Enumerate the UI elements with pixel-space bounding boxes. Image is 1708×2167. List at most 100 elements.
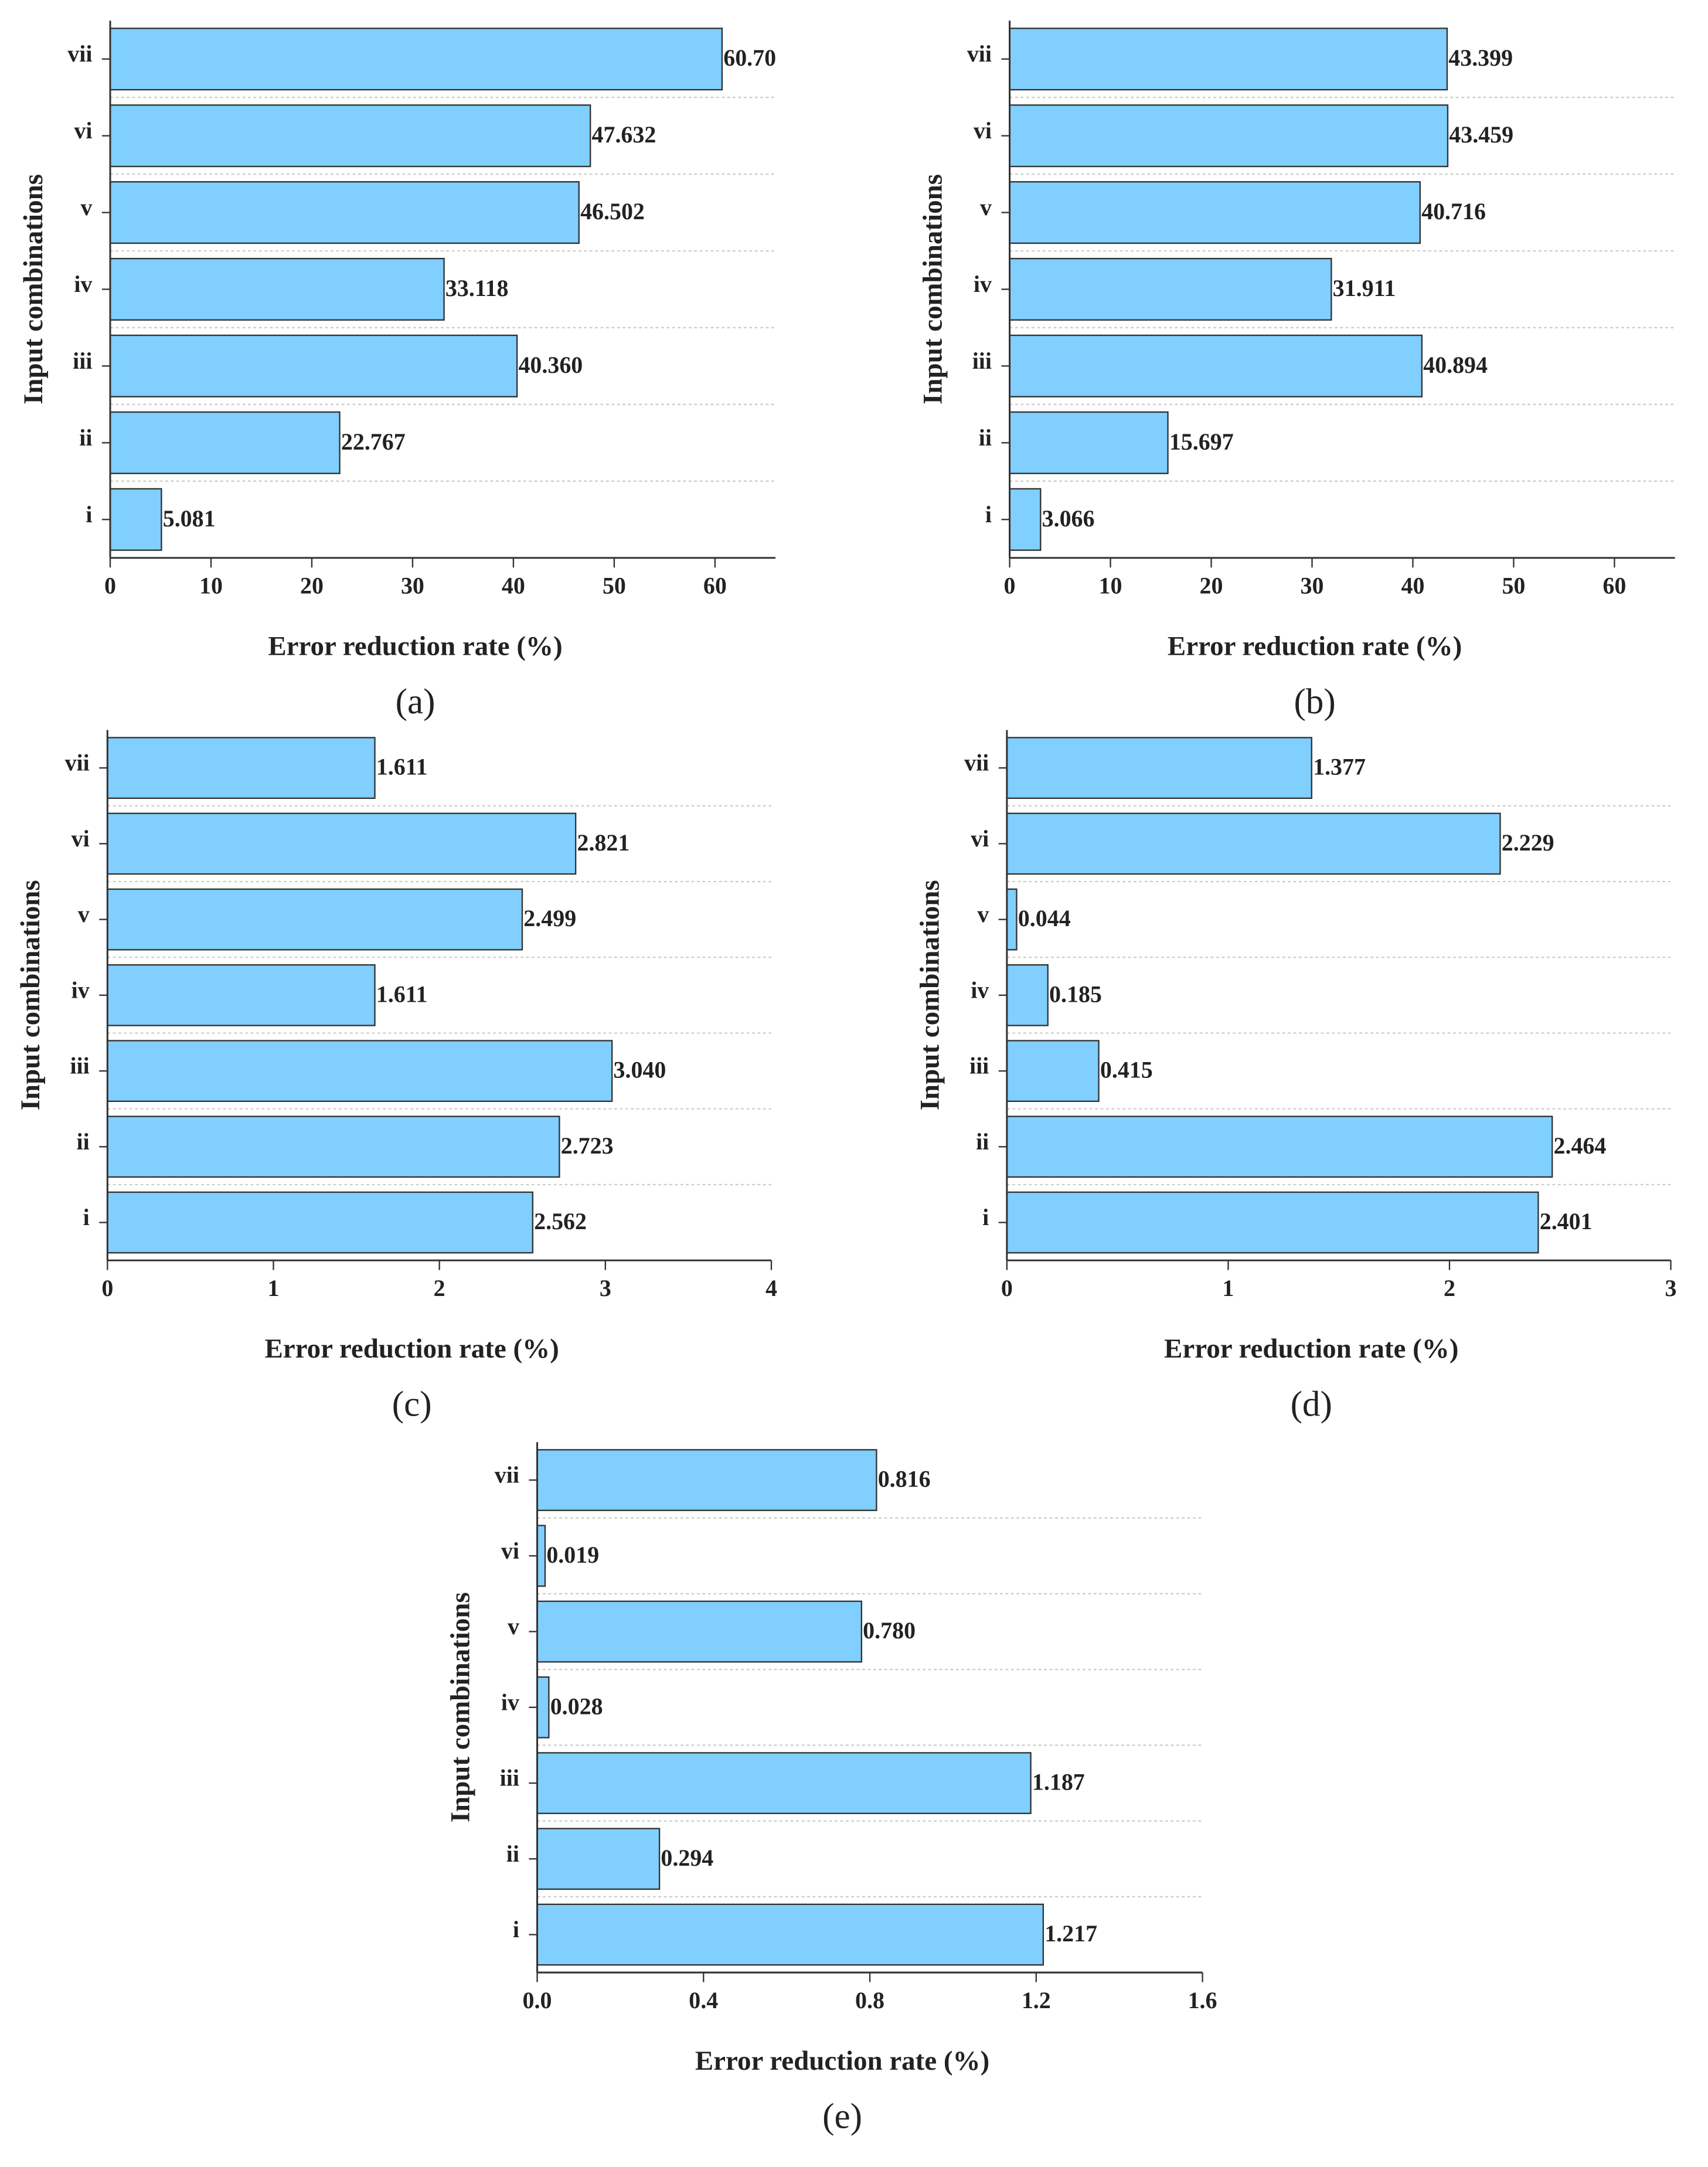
value-label: 2.464 bbox=[1554, 1132, 1607, 1159]
panel: 5.081 i 22.767 ii 40.360 iii 33.118 iv 46.502 v 47… bbox=[18, 21, 776, 722]
bar bbox=[536, 1449, 877, 1511]
bar bbox=[109, 28, 723, 91]
y-tick-label: iv bbox=[971, 977, 989, 1003]
x-tick-label: 4 bbox=[765, 1275, 777, 1301]
x-tick-label: 20 bbox=[300, 573, 324, 599]
y-tick-label: vii bbox=[967, 40, 992, 67]
value-label: 46.502 bbox=[580, 198, 645, 224]
value-label: 2.821 bbox=[577, 829, 630, 856]
value-label: 15.697 bbox=[1169, 428, 1234, 455]
value-label: 2.401 bbox=[1540, 1208, 1593, 1234]
bar bbox=[109, 104, 591, 168]
x-tick-label: 40 bbox=[502, 573, 525, 599]
x-tick-label: 30 bbox=[401, 573, 424, 599]
x-tick-label: 2 bbox=[434, 1275, 445, 1301]
x-tick-label: 1 bbox=[1222, 1275, 1234, 1301]
value-label: 0.185 bbox=[1049, 981, 1102, 1007]
y-tick-label: iv bbox=[74, 271, 92, 297]
bar bbox=[536, 1752, 1032, 1814]
panel-label: (c) bbox=[392, 1385, 432, 1424]
bar bbox=[109, 411, 341, 474]
y-tick-label: v bbox=[508, 1613, 519, 1639]
x-axis-title: Error reduction rate (%) bbox=[268, 631, 562, 662]
x-tick-label: 0.8 bbox=[855, 1987, 884, 2013]
bar bbox=[1009, 257, 1332, 321]
bar bbox=[536, 1903, 1044, 1966]
value-label: 40.360 bbox=[518, 352, 583, 378]
y-tick-label: v bbox=[78, 901, 90, 927]
value-label: 0.816 bbox=[878, 1466, 931, 1492]
bar bbox=[107, 737, 376, 799]
x-tick-label: 0.4 bbox=[689, 1987, 718, 2013]
y-tick-label: vi bbox=[501, 1537, 519, 1564]
y-tick-label: i bbox=[86, 501, 92, 528]
x-tick-label: 3 bbox=[1665, 1275, 1677, 1301]
x-tick-label: 2 bbox=[1444, 1275, 1455, 1301]
x-tick-label: 0 bbox=[101, 1275, 113, 1301]
x-tick-label: 50 bbox=[1502, 573, 1525, 599]
bar bbox=[109, 181, 580, 244]
value-label: 22.767 bbox=[341, 428, 406, 455]
y-axis-title: Input combinations bbox=[18, 174, 49, 404]
bar bbox=[1006, 964, 1049, 1026]
y-tick-label: ii bbox=[979, 424, 992, 451]
y-axis-title: Input combinations bbox=[915, 880, 945, 1110]
bar bbox=[109, 334, 518, 397]
y-tick-label: ii bbox=[79, 424, 92, 451]
bar bbox=[1009, 28, 1448, 91]
x-axis-title: Error reduction rate (%) bbox=[264, 1333, 559, 1364]
value-label: 0.415 bbox=[1100, 1057, 1153, 1083]
x-axis-title: Error reduction rate (%) bbox=[1168, 631, 1462, 662]
y-tick-label: i bbox=[513, 1916, 519, 1943]
value-label: 1.187 bbox=[1032, 1769, 1085, 1795]
value-label: 40.716 bbox=[1421, 198, 1486, 224]
bar bbox=[107, 1040, 613, 1102]
bar bbox=[1006, 1115, 1553, 1178]
y-tick-label: i bbox=[985, 501, 992, 528]
y-tick-label: v bbox=[80, 194, 92, 220]
panel: 3.066 i 15.697 ii 40.894 iii 31.911 iv 40.716 v 43… bbox=[917, 21, 1675, 722]
value-label: 3.040 bbox=[614, 1057, 666, 1083]
panel-label: (a) bbox=[396, 682, 435, 722]
bar bbox=[1009, 411, 1169, 474]
x-tick-label: 20 bbox=[1200, 573, 1223, 599]
bar bbox=[1006, 1191, 1539, 1254]
bar bbox=[536, 1828, 661, 1890]
value-label: 31.911 bbox=[1333, 275, 1396, 301]
bar bbox=[107, 964, 376, 1026]
x-tick-label: 0 bbox=[104, 573, 116, 599]
y-tick-label: iii bbox=[73, 348, 92, 374]
bar bbox=[1009, 181, 1421, 244]
x-tick-label: 3 bbox=[600, 1275, 611, 1301]
y-tick-label: iii bbox=[972, 348, 992, 374]
bar bbox=[1006, 812, 1501, 875]
y-tick-label: iv bbox=[72, 977, 90, 1003]
y-tick-label: ii bbox=[976, 1128, 989, 1155]
value-label: 0.044 bbox=[1018, 905, 1071, 931]
y-tick-label: vi bbox=[971, 825, 989, 852]
x-tick-label: 1.6 bbox=[1188, 1987, 1217, 2013]
y-tick-label: ii bbox=[77, 1128, 90, 1155]
y-tick-label: vi bbox=[74, 117, 92, 144]
value-label: 43.399 bbox=[1448, 45, 1513, 71]
bar bbox=[107, 812, 577, 875]
x-tick-label: 0 bbox=[1004, 573, 1016, 599]
y-tick-label: vi bbox=[974, 117, 992, 144]
bar bbox=[536, 1676, 550, 1739]
y-tick-label: vii bbox=[495, 1462, 519, 1488]
bar bbox=[1009, 104, 1449, 168]
y-tick-label: iii bbox=[70, 1053, 89, 1079]
y-tick-label: vi bbox=[72, 825, 90, 852]
value-label: 0.294 bbox=[661, 1845, 713, 1871]
value-label: 1.377 bbox=[1313, 754, 1366, 780]
y-tick-label: v bbox=[980, 194, 992, 220]
value-label: 40.894 bbox=[1423, 352, 1488, 378]
value-label: 2.229 bbox=[1502, 829, 1554, 856]
bar bbox=[536, 1600, 863, 1663]
value-label: 3.066 bbox=[1042, 505, 1095, 532]
bar bbox=[1006, 737, 1312, 799]
bar bbox=[1006, 1040, 1100, 1102]
panel: 2.401 i 2.464 ii 0.415 iii 0.185 iv 0.044 v 2.229 v… bbox=[915, 730, 1677, 1424]
x-tick-label: 60 bbox=[703, 573, 727, 599]
y-tick-label: iv bbox=[501, 1689, 519, 1715]
